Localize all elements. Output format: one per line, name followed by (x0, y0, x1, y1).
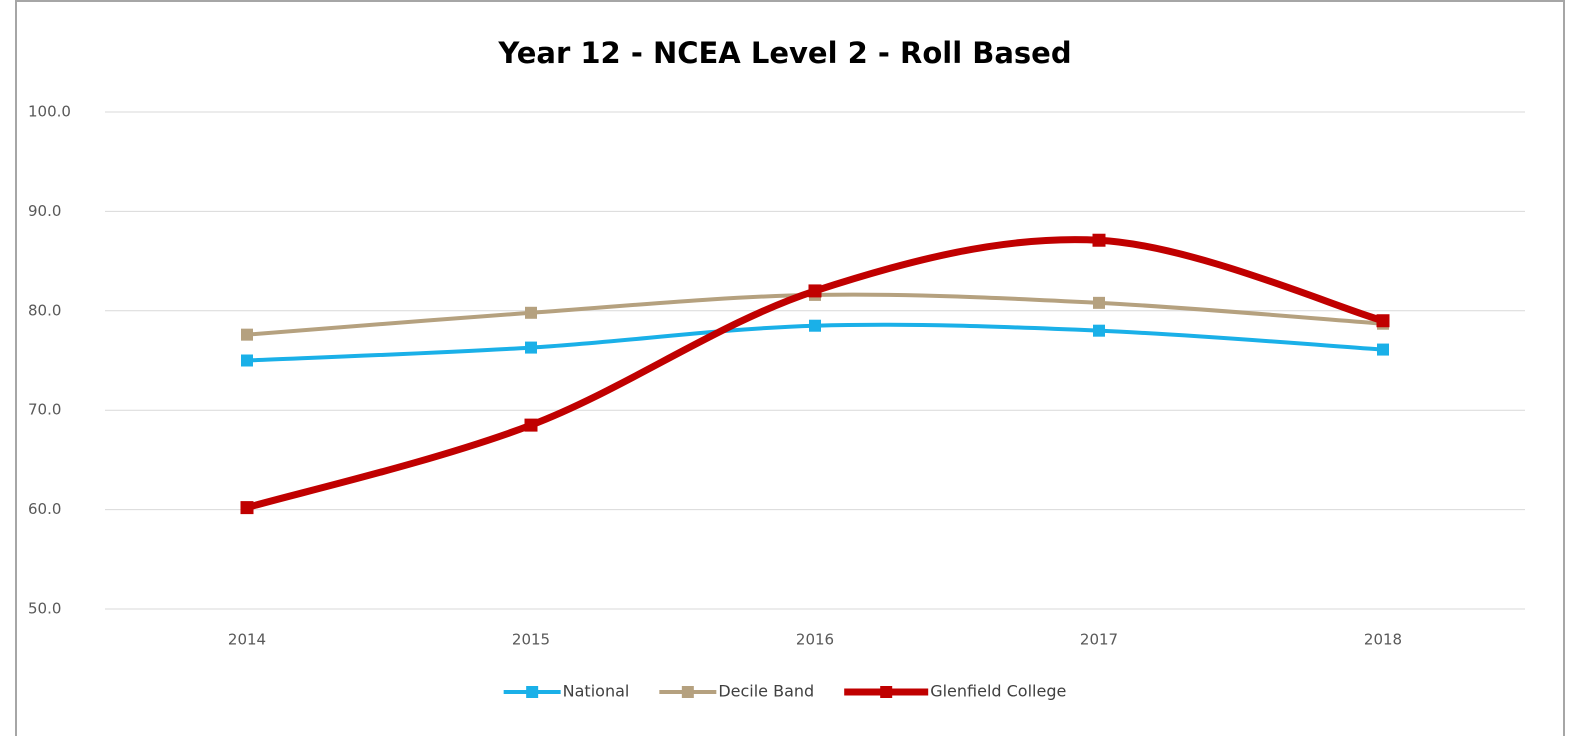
x-tick-label: 2017 (1080, 631, 1118, 649)
data-point (809, 319, 821, 332)
legend-label: Decile Band (718, 682, 814, 701)
data-point (1093, 296, 1105, 309)
data-point (240, 501, 254, 515)
data-point (241, 354, 253, 367)
data-point (1093, 324, 1105, 337)
data-point (525, 341, 537, 354)
x-tick-label: 2018 (1364, 631, 1402, 649)
legend-label: National (563, 682, 630, 701)
data-point (1376, 314, 1390, 328)
y-tick-label: 60.0 (28, 500, 61, 518)
y-tick-label: 50.0 (28, 600, 61, 618)
x-tick-label: 2016 (796, 631, 834, 649)
data-point (525, 306, 537, 319)
y-tick-label: 80.0 (28, 301, 61, 319)
x-tick-label: 2014 (228, 631, 266, 649)
legend-marker (880, 686, 893, 698)
data-point (1377, 343, 1389, 356)
y-tick-label: 90.0 (28, 202, 61, 220)
data-point (524, 418, 538, 432)
legend-label: Glenfield College (930, 682, 1066, 701)
data-point (1092, 233, 1106, 247)
legend-marker (681, 686, 694, 698)
chart-title: Year 12 - NCEA Level 2 - Roll Based (497, 36, 1071, 70)
data-point (241, 328, 253, 341)
data-point (808, 284, 822, 298)
y-tick-label: 70.0 (28, 401, 61, 419)
y-tick-label: 100.0 (28, 103, 71, 121)
chart-frame (15, 0, 1565, 736)
legend-marker (526, 686, 539, 698)
x-tick-label: 2015 (512, 631, 550, 649)
